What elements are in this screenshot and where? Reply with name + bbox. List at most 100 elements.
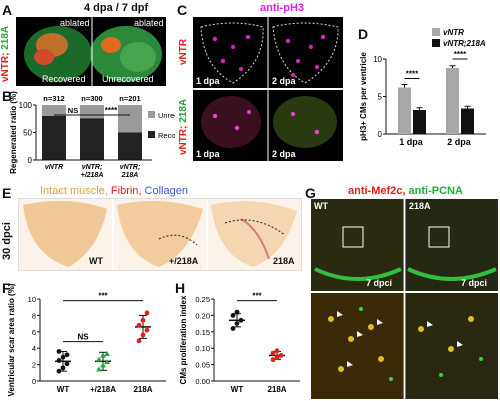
- panel-a-label: A: [2, 2, 13, 18]
- label-wt-g: WT: [314, 201, 328, 211]
- legend-intact: Intact muscle,: [40, 185, 108, 197]
- panel-g-micrograph: WT 218A 7 dpci 7 dpci: [311, 199, 498, 399]
- panel-e-micrograph: WT +/218A 218A: [18, 198, 302, 271]
- bar-recovered: [42, 116, 66, 160]
- label-2dpa-top: 2 dpa: [272, 76, 296, 86]
- label-218a-g: 218A: [409, 201, 431, 211]
- data-point: [96, 366, 102, 372]
- data-point: [104, 359, 110, 365]
- panel-e-label: E: [2, 185, 12, 201]
- heart-images: [24, 17, 162, 86]
- n-label: n=300: [81, 94, 102, 103]
- y-tick-label: 8: [32, 311, 36, 320]
- panel-c-title: anti-pH3: [260, 2, 304, 14]
- panel-h-chart: 0.00 0.05 0.10 0.15 0.20 0.25 CMs proliferatio…: [179, 292, 300, 394]
- panel-c-bottom-micrograph: 1 dpa 2 dpa: [193, 90, 343, 161]
- label-7dpci-1: 7 dpci: [366, 278, 393, 288]
- data-point: [136, 322, 142, 328]
- unrecovered-label: Unrecovered: [102, 74, 154, 84]
- y-tick-label: 0.20: [195, 311, 210, 320]
- bar-recovered: [118, 132, 142, 160]
- panel-g-title: anti-Mef2c, anti-PCNA: [348, 186, 463, 197]
- y-tick-label: 6: [32, 328, 36, 337]
- panel-c-row1-label: vNTR: [178, 38, 189, 65]
- panel-h-label: H: [175, 280, 186, 296]
- x-tick-label: 2 dpa: [447, 137, 472, 147]
- data-point: [144, 310, 150, 316]
- x-tick-label: +/218A: [90, 385, 116, 394]
- panel-d-label: D: [358, 26, 369, 42]
- panel-a-micrograph: ablated ablated Recovered Unrecovered: [16, 17, 166, 86]
- data-point: [274, 348, 280, 354]
- bar-recovered: [80, 118, 104, 160]
- data-point: [230, 326, 236, 331]
- data-point: [96, 356, 102, 362]
- panel-e-legend: Intact muscle, Fibrin, Collagen: [40, 186, 188, 197]
- y-tick-label: 4: [32, 344, 36, 353]
- legend-swatch: [432, 39, 440, 47]
- data-point: [60, 354, 66, 360]
- legend-label: vNTR: [443, 28, 464, 37]
- panel-f-chart: 0 2 4 6 8 10 Ventricular scar area ratio (%) WT…: [7, 283, 166, 396]
- x-tick-label: WT: [231, 385, 244, 394]
- panel-c-top-micrograph: 1 dpa 2 dpa: [193, 17, 343, 88]
- y-axis-label: Regenerated ratio (%): [9, 91, 18, 174]
- data-point: [56, 358, 62, 363]
- y-tick-label: 10: [373, 55, 382, 64]
- legend-label: vNTR;218A: [443, 39, 486, 48]
- y-tick-label: 0: [378, 130, 383, 139]
- bar-1: [461, 108, 474, 134]
- legend-fibrin: Fibrin,: [107, 185, 142, 197]
- data-point: [64, 352, 70, 358]
- sig-label: ***: [98, 292, 108, 301]
- sig-label: ***: [252, 292, 262, 301]
- y-tick-label: 2: [32, 361, 36, 370]
- x-tick-label: vNTR: [45, 164, 63, 171]
- label-1dpa-bottom: 1 dpa: [196, 149, 220, 159]
- sig-label: ****: [105, 106, 118, 115]
- panel-d-chart: 0 5 10 pH3+ CMs per ventricle 1 dpa **** 2 dpa…: [359, 28, 486, 147]
- mef2c-pcna-images: [311, 199, 498, 399]
- bar-unrecovered: [80, 105, 104, 119]
- y-tick-label: 5: [378, 93, 383, 102]
- data-point: [234, 309, 240, 315]
- sig-label: ****: [454, 50, 467, 59]
- panel-a-title: 4 dpa / 7 dpf: [84, 2, 149, 14]
- x-tick-label: vNTR;: [120, 164, 141, 171]
- ph3-bottom: [201, 90, 337, 161]
- y-axis-label: CMs proliferation index: [179, 295, 188, 384]
- row2-218a: 218A: [178, 98, 189, 126]
- y-tick-label: 0.00: [195, 377, 210, 386]
- data-point: [100, 352, 106, 358]
- y-tick-label: 10: [28, 295, 36, 304]
- data-point: [56, 368, 62, 374]
- data-point: [230, 313, 236, 318]
- panel-c-row2-label: vNTR; 218A: [178, 95, 189, 155]
- n-label: n=201: [119, 94, 140, 103]
- y-tick-label: 0.10: [195, 344, 210, 353]
- ablated-label-2: ablated: [134, 18, 164, 28]
- y-tick-label: 50: [23, 129, 32, 138]
- y-tick-label: 0: [28, 156, 33, 165]
- data-point: [270, 357, 276, 363]
- y-tick-label: 0.15: [195, 328, 210, 337]
- panel-f-label: F: [2, 280, 11, 296]
- data-point: [274, 354, 280, 360]
- data-point: [270, 350, 276, 356]
- x-tick-label: vNTR;: [82, 164, 103, 171]
- label-2dpa-bottom: 2 dpa: [272, 149, 296, 159]
- data-point: [140, 317, 146, 323]
- panel-e-side-label: 30 dpci: [1, 222, 13, 260]
- legend-swatch: [148, 131, 155, 138]
- x-tick-label: WT: [57, 385, 70, 394]
- panel-g-label: G: [305, 185, 316, 201]
- sig-label: NS: [77, 333, 89, 342]
- legend-label: Recovered: [158, 131, 175, 140]
- data-point: [60, 365, 66, 371]
- y-axis-label: Ventricular scar area ratio (%): [7, 283, 16, 396]
- histology-images: [23, 199, 297, 270]
- recovered-label: Recovered: [42, 74, 86, 84]
- legend-collagen: Collagen: [141, 185, 188, 197]
- data-point: [234, 321, 240, 326]
